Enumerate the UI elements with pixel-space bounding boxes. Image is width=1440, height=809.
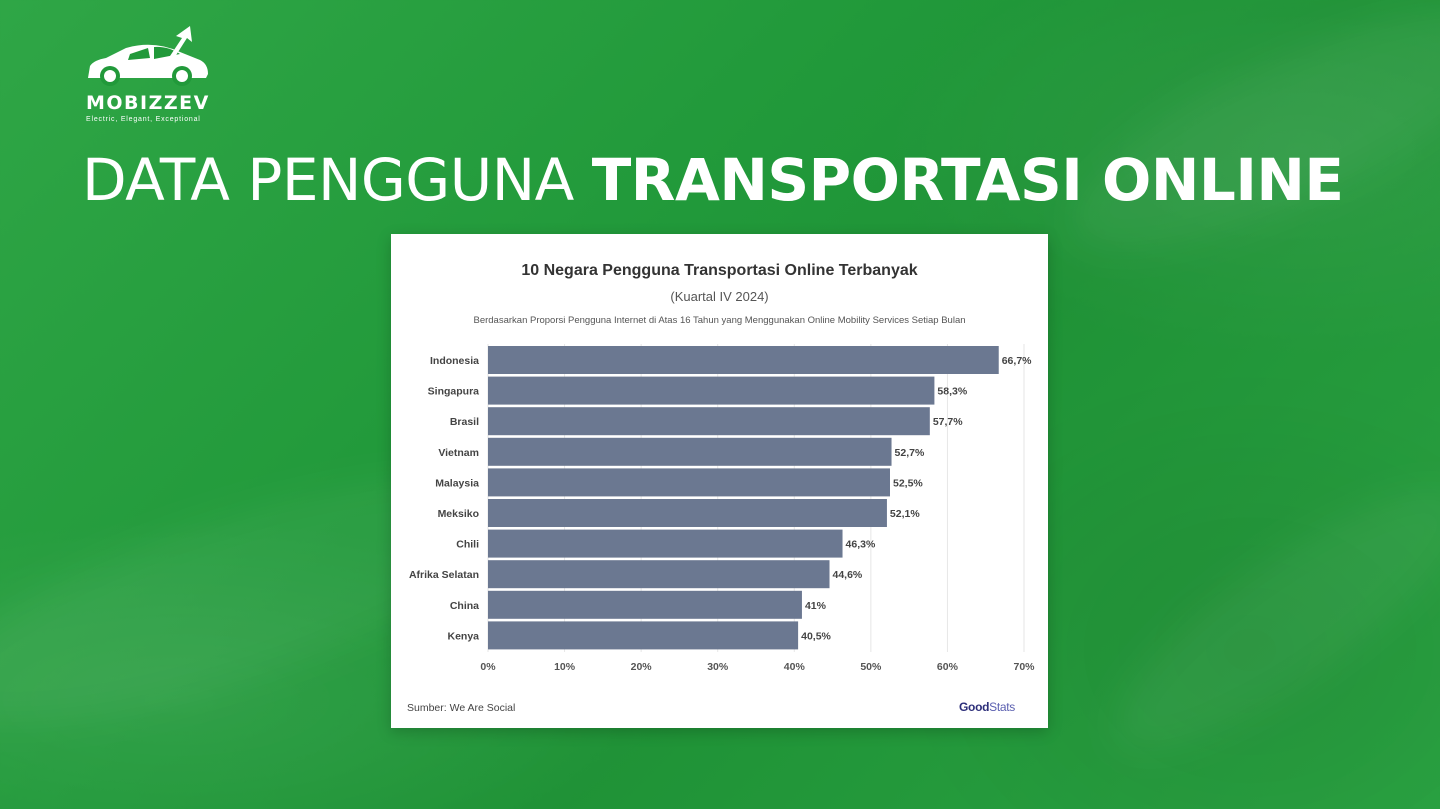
- category-label: Kenya: [447, 630, 479, 642]
- x-tick-label: 40%: [784, 661, 806, 673]
- title-bold: TRANSPORTASI ONLINE: [591, 146, 1344, 214]
- chart-subtitle: (Kuartal IV 2024): [670, 289, 769, 304]
- bar: [488, 376, 935, 405]
- chart-card: 10 Negara Pengguna Transportasi Online T…: [391, 234, 1048, 728]
- x-tick-label: 60%: [937, 661, 959, 673]
- category-label: Malaysia: [435, 477, 479, 489]
- chart-title: 10 Negara Pengguna Transportasi Online T…: [521, 262, 918, 279]
- category-label: Singapura: [428, 386, 480, 398]
- value-label: 52,5%: [893, 477, 923, 489]
- bar-chart: 0% 10% 20% 30% 40% 50% 60% 70% Indonesia 66,7% Sin…: [409, 344, 1035, 673]
- value-label: 40,5%: [801, 630, 831, 642]
- value-label: 46,3%: [846, 539, 876, 551]
- x-tick-label: 50%: [860, 661, 882, 673]
- chart-source: Sumber: We Are Social: [407, 702, 516, 714]
- bar: [488, 590, 802, 619]
- value-label: 66,7%: [1002, 355, 1032, 367]
- page-title: DATA PENGGUNA TRANSPORTASI ONLINE: [82, 146, 1344, 214]
- bar: [488, 560, 830, 589]
- bar: [488, 407, 930, 436]
- logo-name: MOBIZZEV: [86, 92, 210, 114]
- brand-part1: Good: [959, 700, 990, 714]
- value-label: 58,3%: [937, 386, 967, 398]
- bar: [488, 468, 890, 497]
- x-tick-label: 20%: [631, 661, 653, 673]
- value-label: 41%: [805, 600, 827, 612]
- value-label: 52,7%: [895, 447, 925, 459]
- category-label: Vietnam: [438, 447, 479, 459]
- category-label: Indonesia: [430, 355, 479, 367]
- bar: [488, 499, 887, 527]
- bar: [488, 346, 999, 374]
- category-label: Brasil: [450, 416, 479, 428]
- bar: [488, 437, 892, 466]
- value-label: 57,7%: [933, 416, 963, 428]
- x-tick-label: 10%: [554, 661, 576, 673]
- x-tick-label: 30%: [707, 661, 729, 673]
- category-label: Meksiko: [438, 508, 479, 520]
- brand-part2: Stats: [989, 700, 1015, 714]
- x-tick-label: 0%: [480, 661, 496, 673]
- category-label: China: [450, 600, 479, 612]
- value-label: 52,1%: [890, 508, 920, 520]
- x-tick-label: 70%: [1013, 661, 1035, 673]
- category-label: Afrika Selatan: [409, 569, 479, 581]
- car-logo-icon: [88, 26, 208, 86]
- bar: [488, 621, 799, 650]
- value-label: 44,6%: [833, 569, 863, 581]
- brand-logo: MOBIZZEV Electric, Elegant, Exceptional: [84, 24, 214, 124]
- logo-tagline: Electric, Elegant, Exceptional: [86, 116, 201, 123]
- chart-note: Berdasarkan Proporsi Pengguna Internet d…: [473, 315, 966, 326]
- bar: [488, 529, 843, 558]
- category-label: Chili: [456, 539, 479, 551]
- goodstats-logo: GoodStats: [959, 700, 1015, 714]
- title-light: DATA PENGGUNA: [82, 146, 574, 214]
